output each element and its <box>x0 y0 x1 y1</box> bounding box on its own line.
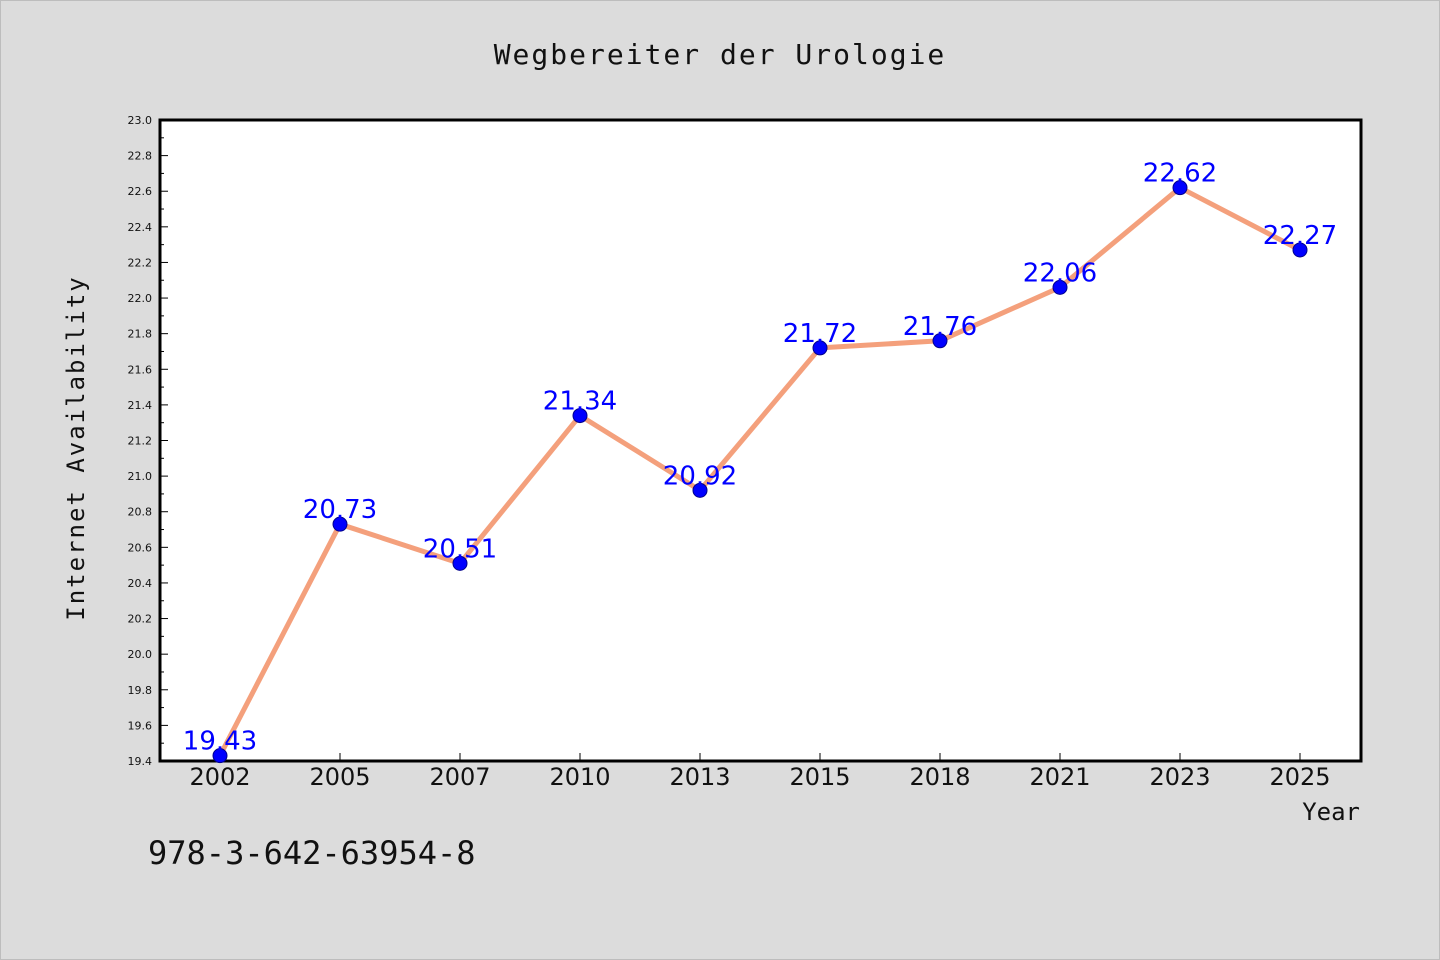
y-axis: 19.4 19.6 19.8 20.0 20.2 20.4 20.6 20.8 21.0 21.2… <box>128 114 168 768</box>
data-label: 22.62 <box>1143 159 1217 189</box>
data-label: 22.06 <box>1023 258 1097 288</box>
y-tick-label: 21.4 <box>128 399 153 412</box>
data-point <box>1052 279 1068 295</box>
y-tick-label: 22.6 <box>128 185 153 198</box>
y-tick-label: 19.6 <box>128 719 153 732</box>
y-tick-label: 20.2 <box>128 613 153 626</box>
data-point <box>692 482 708 498</box>
y-tick-label: 19.4 <box>128 755 153 768</box>
x-axis-label: Year <box>1302 798 1360 826</box>
data-point <box>812 340 828 356</box>
y-tick-label: 22.8 <box>128 150 153 163</box>
y-tick-label: 22.4 <box>128 221 153 234</box>
y-tick-label: 21.6 <box>128 363 153 376</box>
data-label: 21.76 <box>903 312 977 342</box>
data-label: 20.92 <box>663 461 737 491</box>
x-tick-label: 2002 <box>189 763 250 791</box>
x-tick-label: 2013 <box>669 763 730 791</box>
x-tick-label: 2015 <box>789 763 850 791</box>
y-tick-label: 21.2 <box>128 435 153 448</box>
data-labels: 19.43 20.73 20.51 21.34 20.92 21.72 21.76 22.06… <box>183 159 1337 757</box>
isbn-text: 978-3-642-63954-8 <box>148 834 476 872</box>
y-tick-label: 20.6 <box>128 541 153 554</box>
data-point <box>332 516 348 532</box>
y-tick-label: 19.8 <box>128 684 153 697</box>
data-label: 20.73 <box>303 495 377 525</box>
data-point <box>1292 242 1308 258</box>
x-tick-label: 2010 <box>549 763 610 791</box>
x-tick-label: 2005 <box>309 763 370 791</box>
y-tick-label: 20.4 <box>128 577 153 590</box>
x-tick-label: 2007 <box>429 763 490 791</box>
data-point <box>572 408 588 424</box>
data-label: 21.72 <box>783 319 857 349</box>
x-tick-label: 2023 <box>1149 763 1210 791</box>
y-tick-label: 20.8 <box>128 506 153 519</box>
series-line <box>217 185 1302 757</box>
y-tick-label: 21.8 <box>128 328 153 341</box>
y-tick-label: 23.0 <box>128 114 153 127</box>
x-tick-label: 2018 <box>909 763 970 791</box>
x-tick-label: 2025 <box>1269 763 1330 791</box>
data-label: 22.27 <box>1263 221 1337 251</box>
data-label: 21.34 <box>543 387 617 417</box>
data-point <box>932 333 948 349</box>
x-axis: 2002 2005 2007 2010 2013 2015 2018 2021 2023 2025 <box>189 753 1331 791</box>
y-tick-label: 20.0 <box>128 648 153 661</box>
plot-area <box>158 118 1363 763</box>
y-tick-label: 21.0 <box>128 470 153 483</box>
y-tick-label: 22.0 <box>128 292 153 305</box>
y-axis-label: Internet Availability <box>62 275 90 620</box>
y-tick-label: 22.2 <box>128 256 153 269</box>
data-label: 19.43 <box>183 727 257 757</box>
data-point <box>1172 180 1188 196</box>
data-point <box>212 748 228 764</box>
data-series <box>212 180 1308 764</box>
data-point <box>452 555 468 571</box>
chart-title: Wegbereiter der Urologie <box>494 38 947 71</box>
x-tick-label: 2021 <box>1029 763 1090 791</box>
data-label: 20.51 <box>423 534 497 564</box>
